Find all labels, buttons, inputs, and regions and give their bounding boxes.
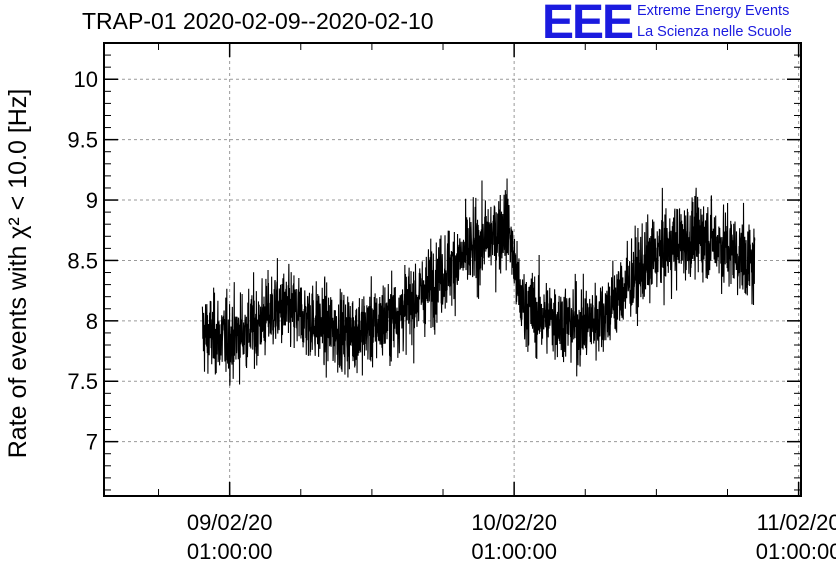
y-tick-label: 9.5 xyxy=(67,128,98,153)
logo-caption-line2: La Scienza nelle Scuole xyxy=(637,24,792,40)
y-tick-label: 9 xyxy=(86,188,98,213)
x-tick-label-time: 01:00:00 xyxy=(756,539,836,564)
x-tick-label-date: 11/02/20 xyxy=(757,510,836,535)
y-tick-label: 7.5 xyxy=(67,369,98,394)
x-axis: 09/02/20 01:00:00 10/02/20 01:00:00 11/02/20… xyxy=(158,43,836,564)
y-tick-label: 8 xyxy=(86,309,98,334)
y-axis-label: Rate of events with χ² < 10.0 [Hz] xyxy=(4,89,32,459)
x-tick-label-time: 01:00:00 xyxy=(187,539,273,564)
y-tick-label: 8.5 xyxy=(67,248,98,273)
eee-logo: EEE xyxy=(542,0,634,49)
x-tick-label-date: 09/02/20 xyxy=(187,510,273,535)
plot-frame xyxy=(103,42,802,497)
x-tick-label-date: 10/02/20 xyxy=(471,510,557,535)
x-tick-label-time: 01:00:00 xyxy=(471,539,557,564)
logo-caption-line1: Extreme Energy Events xyxy=(637,3,790,19)
chart-title: TRAP-01 2020-02-09--2020-02-10 xyxy=(82,8,434,34)
y-tick-label: 10 xyxy=(74,67,98,92)
y-tick-label: 7 xyxy=(86,430,98,455)
y-axis: 7 7.5 8 8.5 9 9.5 10 xyxy=(67,42,801,491)
rate-series xyxy=(201,178,756,386)
rate-series-line xyxy=(201,178,756,386)
